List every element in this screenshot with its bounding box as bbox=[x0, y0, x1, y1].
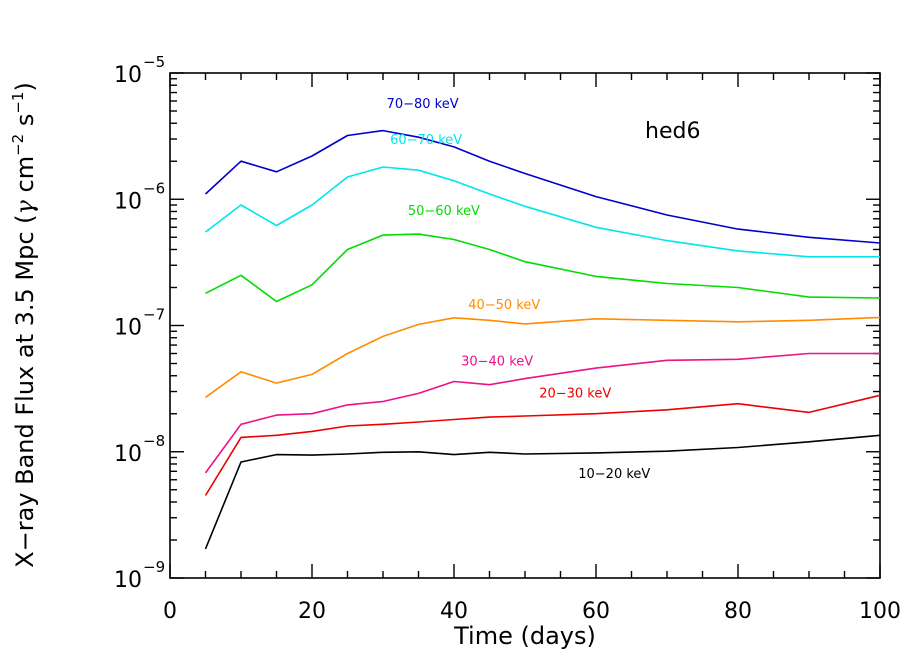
y-tick-label: 10 bbox=[114, 189, 142, 214]
series-line bbox=[205, 233, 881, 303]
x-tick-label: 40 bbox=[440, 599, 468, 624]
y-axis-label-s: s bbox=[11, 114, 39, 134]
series-line bbox=[204, 129, 881, 244]
x-tick-label: 0 bbox=[163, 599, 177, 624]
y-tick-label-exponent: −5 bbox=[143, 53, 165, 71]
y-axis-label-main: X−ray Band Flux at 3.5 Mpc ( bbox=[11, 214, 39, 567]
x-tick-label: 80 bbox=[724, 599, 752, 624]
y-tick-label: 10 bbox=[114, 568, 142, 593]
series-label: 70−80 keV bbox=[387, 97, 459, 112]
y-tick-label: 10 bbox=[114, 316, 142, 341]
y-axis-label-gamma: γ bbox=[11, 199, 39, 214]
series-line bbox=[204, 352, 880, 474]
series-label: 10−20 keV bbox=[578, 467, 650, 482]
x-tick-label: 60 bbox=[582, 599, 610, 624]
series-lines bbox=[204, 129, 881, 550]
y-tick-label-exponent: −9 bbox=[143, 558, 165, 576]
y-axis-label: X−ray Band Flux at 3.5 Mpc (γ cm−2 s−1) bbox=[9, 82, 39, 568]
series-labels: 70−80 keV 60−70 keV 50−60 keV 40−50 keV 30−4… bbox=[387, 97, 651, 482]
y-axis-label-close: ) bbox=[11, 82, 39, 91]
series-line bbox=[205, 316, 881, 398]
plot-annotation: hed6 bbox=[645, 119, 700, 144]
y-axis-label-units: cm bbox=[11, 156, 39, 200]
series-line bbox=[205, 166, 880, 258]
x-axis-label: Time (days) bbox=[453, 622, 596, 650]
axis-ticks bbox=[169, 72, 881, 579]
series-line bbox=[204, 394, 881, 496]
y-tick-label: 10 bbox=[114, 442, 142, 467]
x-tick-label: 100 bbox=[859, 599, 901, 624]
x-tick-label: 20 bbox=[298, 599, 326, 624]
plot-frame bbox=[169, 72, 881, 579]
series-line bbox=[204, 434, 881, 550]
y-tick-label-exponent: −8 bbox=[143, 432, 165, 450]
series-label: 40−50 keV bbox=[468, 298, 540, 313]
y-tick-label: 10 bbox=[114, 63, 142, 88]
series-label: 20−30 keV bbox=[539, 386, 611, 401]
series-label: 60−70 keV bbox=[390, 133, 462, 148]
y-axis-label-exp1: −2 bbox=[9, 134, 27, 156]
series-label: 30−40 keV bbox=[461, 355, 533, 370]
y-tick-labels: 10−910−810−710−610−5 bbox=[114, 53, 165, 593]
y-axis-label-exp2: −1 bbox=[9, 92, 27, 114]
series-label: 50−60 keV bbox=[408, 204, 480, 219]
y-tick-label-exponent: −7 bbox=[143, 306, 165, 324]
y-tick-label-exponent: −6 bbox=[143, 179, 165, 197]
x-tick-labels: 0 20 40 60 80 100 bbox=[163, 599, 901, 624]
